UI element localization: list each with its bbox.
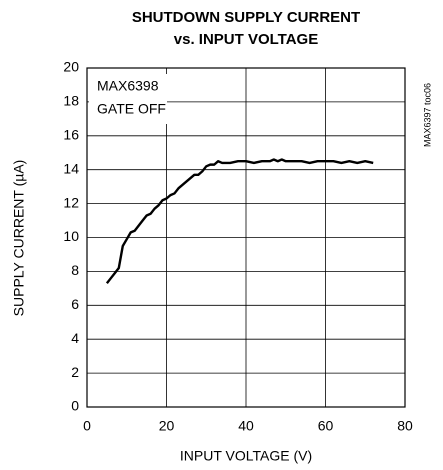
side-note: MAX6397 toc06 <box>422 83 432 147</box>
x-tick-label: 60 <box>318 418 334 434</box>
annotation: MAX6398 <box>97 78 159 94</box>
x-tick-label: 40 <box>238 418 254 434</box>
y-tick-label: 10 <box>63 228 79 244</box>
x-tick-label: 80 <box>397 418 413 434</box>
y-tick-label: 18 <box>63 93 79 109</box>
x-tick-label: 20 <box>159 418 175 434</box>
x-axis-label: INPUT VOLTAGE (V) <box>180 448 312 464</box>
y-tick-label: 8 <box>71 262 79 278</box>
y-tick-label: 2 <box>71 364 79 380</box>
y-tick-label: 4 <box>71 330 79 346</box>
y-tick-label: 14 <box>63 160 79 176</box>
x-tick-label: 0 <box>83 418 91 434</box>
y-tick-label: 12 <box>63 194 79 210</box>
plot-frame <box>86 67 406 408</box>
y-axis-label: SUPPLY CURRENT (µA) <box>11 160 27 317</box>
y-tick-label: 20 <box>63 59 79 75</box>
data-line <box>105 158 374 285</box>
y-tick-label: 0 <box>71 398 79 414</box>
chart-title: vs. INPUT VOLTAGE <box>174 31 318 48</box>
chart-title: SHUTDOWN SUPPLY CURRENT <box>132 9 360 26</box>
y-tick-label: 16 <box>63 127 79 143</box>
annotation-box <box>89 74 167 124</box>
y-tick-label: 6 <box>71 296 79 312</box>
annotation: GATE OFF <box>97 101 166 117</box>
